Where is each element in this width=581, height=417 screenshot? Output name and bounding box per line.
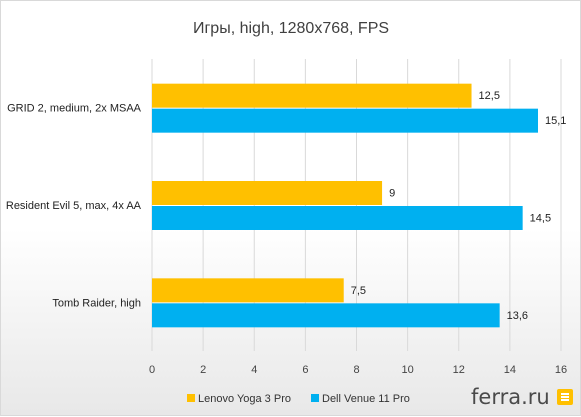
category-label: Tomb Raider, high: [52, 297, 141, 309]
legend-label: Dell Venue 11 Pro: [322, 393, 410, 405]
ferra-logo-icon: [557, 389, 573, 405]
bar: [152, 303, 500, 328]
bar: [152, 278, 344, 303]
legend: Lenovo Yoga 3 Pro Dell Venue 11 Pro: [187, 393, 410, 405]
bar: [152, 108, 538, 133]
data-label: 15,1: [545, 115, 566, 127]
bar: [152, 181, 383, 205]
x-tick-label: 14: [504, 364, 516, 376]
bars: [152, 83, 538, 328]
x-tick-label: 0: [149, 364, 155, 376]
data-label: 13,6: [507, 310, 528, 322]
x-tick-label: 2: [200, 364, 206, 376]
data-label: 9: [389, 188, 395, 200]
watermark-text: ferra.ru: [471, 385, 550, 409]
legend-swatch: [311, 394, 319, 402]
legend-label: Lenovo Yoga 3 Pro: [198, 393, 291, 405]
x-tick-labels: 0 2 4 6 8 10 12 14 16: [149, 364, 567, 376]
data-label: 12,5: [479, 90, 500, 102]
x-tick-label: 16: [555, 364, 567, 376]
bar: [152, 83, 472, 108]
category-label: Resident Evil 5, max, 4x AA: [6, 200, 142, 212]
data-label: 7,5: [351, 285, 366, 297]
chart-title: Игры, high, 1280x768, FPS: [193, 20, 389, 37]
x-tick-label: 10: [402, 364, 414, 376]
ferra-watermark: ferra.ru: [471, 385, 573, 409]
category-labels: GRID 2, medium, 2x MSAA Resident Evil 5, …: [6, 103, 142, 310]
x-tick-label: 4: [251, 364, 257, 376]
x-tick-label: 8: [353, 364, 359, 376]
data-labels: 12,5 15,1 9 14,5 7,5 13,6: [351, 90, 567, 322]
bar: [152, 206, 523, 230]
legend-swatch: [187, 394, 195, 402]
x-tick-label: 12: [453, 364, 465, 376]
category-label: GRID 2, medium, 2x MSAA: [7, 103, 142, 115]
x-tick-label: 6: [302, 364, 308, 376]
data-label: 14,5: [530, 213, 551, 225]
